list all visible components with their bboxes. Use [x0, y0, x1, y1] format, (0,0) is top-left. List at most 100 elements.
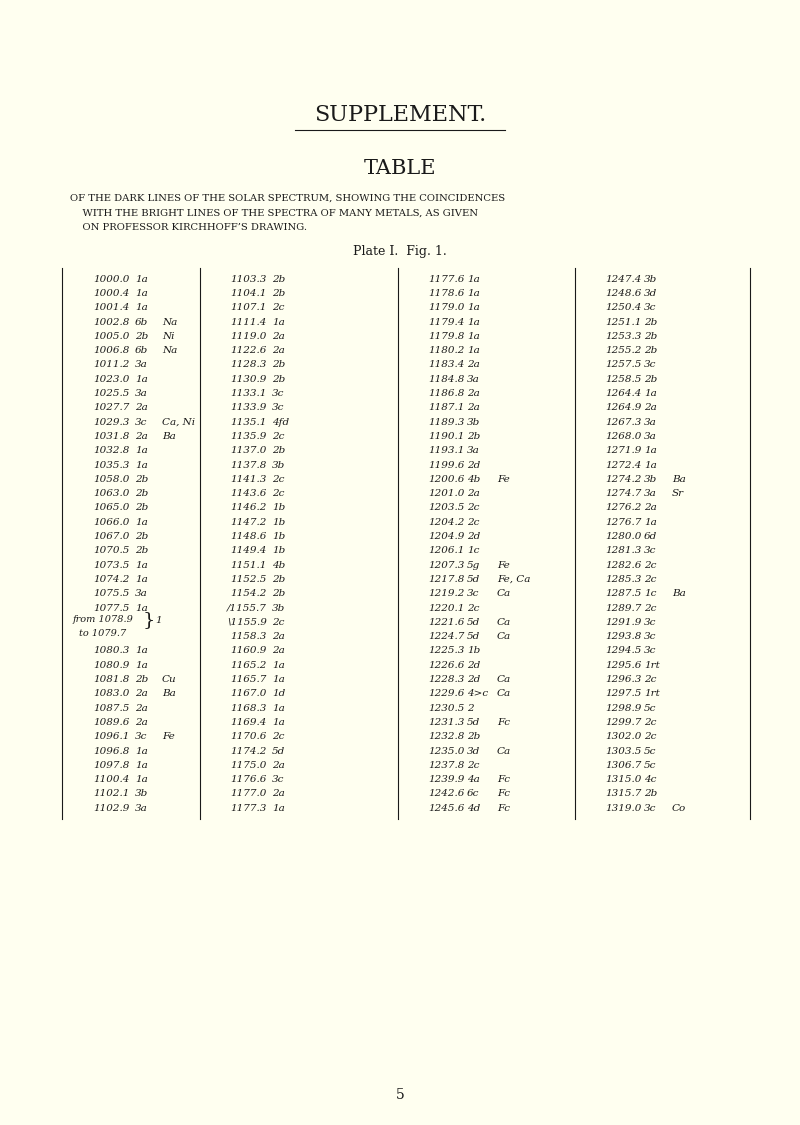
- Text: 1104.1: 1104.1: [230, 289, 267, 298]
- Text: 1170.6: 1170.6: [230, 732, 267, 741]
- Text: 3c: 3c: [272, 775, 284, 784]
- Text: 1183.4: 1183.4: [429, 360, 465, 369]
- Text: 2a: 2a: [135, 690, 148, 699]
- Text: 1137.0: 1137.0: [230, 447, 267, 456]
- Text: Ca: Ca: [497, 747, 511, 756]
- Text: 1230.5: 1230.5: [429, 703, 465, 712]
- Text: 1107.1: 1107.1: [230, 304, 267, 313]
- Text: Fe, Ca: Fe, Ca: [497, 575, 530, 584]
- Text: 1066.0: 1066.0: [94, 518, 130, 526]
- Text: 2b: 2b: [135, 675, 148, 684]
- Text: 2b: 2b: [272, 590, 286, 598]
- Text: 3a: 3a: [644, 417, 657, 426]
- Text: 1130.9: 1130.9: [230, 375, 267, 384]
- Text: 1080.9: 1080.9: [94, 660, 130, 669]
- Text: 1rt: 1rt: [644, 660, 660, 669]
- Text: 6d: 6d: [644, 532, 658, 541]
- Text: 6b: 6b: [135, 317, 148, 326]
- Text: 3c: 3c: [135, 732, 147, 741]
- Text: 1075.5: 1075.5: [94, 590, 130, 598]
- Text: 3a: 3a: [644, 432, 657, 441]
- Text: Ba: Ba: [162, 432, 176, 441]
- Text: 1a: 1a: [135, 560, 148, 569]
- Text: 1151.1: 1151.1: [230, 560, 267, 569]
- Text: 1a: 1a: [272, 703, 285, 712]
- Text: 1a: 1a: [135, 274, 148, 284]
- Text: 3a: 3a: [135, 360, 148, 369]
- Text: 1298.9: 1298.9: [606, 703, 642, 712]
- Text: 4>c: 4>c: [467, 690, 488, 699]
- Text: 1239.9: 1239.9: [429, 775, 465, 784]
- Text: 1b: 1b: [272, 504, 286, 513]
- Text: 2b: 2b: [644, 317, 658, 326]
- Text: 1281.3: 1281.3: [606, 547, 642, 556]
- Text: Ca: Ca: [497, 690, 511, 699]
- Text: 1189.3: 1189.3: [429, 417, 465, 426]
- Text: 2c: 2c: [644, 560, 656, 569]
- Text: 1a: 1a: [467, 332, 480, 341]
- Text: 1247.4: 1247.4: [606, 274, 642, 284]
- Text: 5c: 5c: [644, 703, 656, 712]
- Text: 1253.3: 1253.3: [606, 332, 642, 341]
- Text: 1a: 1a: [467, 317, 480, 326]
- Text: 1a: 1a: [135, 518, 148, 526]
- Text: 1a: 1a: [272, 718, 285, 727]
- Text: 1137.8: 1137.8: [230, 460, 267, 469]
- Text: 1a: 1a: [135, 775, 148, 784]
- Text: 4b: 4b: [467, 475, 480, 484]
- Text: 3b: 3b: [272, 460, 286, 469]
- Text: 3b: 3b: [135, 790, 148, 799]
- Text: 1031.8: 1031.8: [94, 432, 130, 441]
- Text: 1235.0: 1235.0: [429, 747, 465, 756]
- Text: 4fd: 4fd: [272, 417, 289, 426]
- Text: 1167.0: 1167.0: [230, 690, 267, 699]
- Text: 1083.0: 1083.0: [94, 690, 130, 699]
- Text: 1217.8: 1217.8: [429, 575, 465, 584]
- Text: 2a: 2a: [467, 360, 480, 369]
- Text: 1315.0: 1315.0: [606, 775, 642, 784]
- Text: 1285.3: 1285.3: [606, 575, 642, 584]
- Text: 3c: 3c: [135, 417, 147, 426]
- Text: 2a: 2a: [135, 703, 148, 712]
- Text: Fc: Fc: [497, 803, 510, 812]
- Text: 3b: 3b: [272, 603, 286, 612]
- Text: 1168.3: 1168.3: [230, 703, 267, 712]
- Text: 2a: 2a: [272, 647, 285, 656]
- Text: 2a: 2a: [272, 632, 285, 641]
- Text: 1035.3: 1035.3: [94, 460, 130, 469]
- Text: 2b: 2b: [272, 289, 286, 298]
- Text: 2b: 2b: [467, 732, 480, 741]
- Text: 1228.3: 1228.3: [429, 675, 465, 684]
- Text: 2c: 2c: [644, 718, 656, 727]
- Text: 5d: 5d: [467, 618, 480, 627]
- Text: 1b: 1b: [272, 532, 286, 541]
- Text: 1d: 1d: [272, 690, 286, 699]
- Text: 1141.3: 1141.3: [230, 475, 267, 484]
- Text: 1203.5: 1203.5: [429, 504, 465, 513]
- Text: 1a: 1a: [272, 675, 285, 684]
- Text: 1b: 1b: [272, 547, 286, 556]
- Text: 1135.1: 1135.1: [230, 417, 267, 426]
- Text: 2a: 2a: [135, 718, 148, 727]
- Text: 2b: 2b: [135, 475, 148, 484]
- Text: 1067.0: 1067.0: [94, 532, 130, 541]
- Text: 1224.7: 1224.7: [429, 632, 465, 641]
- Text: 4a: 4a: [467, 775, 480, 784]
- Text: 2b: 2b: [272, 274, 286, 284]
- Text: 1177.0: 1177.0: [230, 790, 267, 799]
- Text: 1100.4: 1100.4: [94, 775, 130, 784]
- Text: 1251.1: 1251.1: [606, 317, 642, 326]
- Text: Ba: Ba: [672, 590, 686, 598]
- Text: 1a: 1a: [135, 447, 148, 456]
- Text: to 1079.7: to 1079.7: [79, 629, 126, 638]
- Text: Fc: Fc: [497, 718, 510, 727]
- Text: 3c: 3c: [272, 404, 284, 413]
- Text: 1299.7: 1299.7: [606, 718, 642, 727]
- Text: 1102.1: 1102.1: [94, 790, 130, 799]
- Text: 2c: 2c: [644, 732, 656, 741]
- Text: 1058.0: 1058.0: [94, 475, 130, 484]
- Text: 1184.8: 1184.8: [429, 375, 465, 384]
- Text: 1147.2: 1147.2: [230, 518, 267, 526]
- Text: 1193.1: 1193.1: [429, 447, 465, 456]
- Text: 2b: 2b: [644, 332, 658, 341]
